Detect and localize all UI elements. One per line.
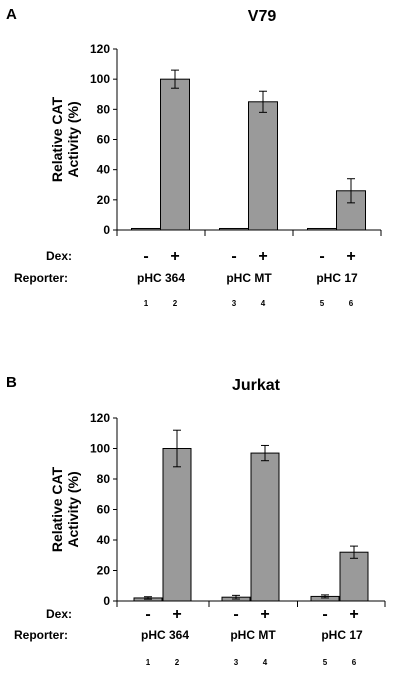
- dex-sign: +: [170, 248, 179, 265]
- bar: [160, 78, 190, 231]
- dex-sign: +: [260, 606, 269, 623]
- reporter-row-label: Reporter:: [14, 628, 68, 642]
- y-axis-label-line: Relative CAT: [49, 96, 65, 182]
- dex-sign: -: [233, 606, 238, 623]
- bar: [248, 101, 278, 231]
- y-tick-label: 20: [97, 193, 111, 207]
- dex-sign: +: [172, 606, 181, 623]
- dex-sign: -: [143, 248, 148, 265]
- y-tick-label: 0: [103, 223, 110, 237]
- lane-number: 1: [146, 658, 151, 667]
- reporter-label: pHC MT: [230, 628, 276, 642]
- reporter-label: pHC 17: [316, 271, 358, 285]
- y-tick-label: 60: [97, 503, 111, 517]
- dex-sign: -: [319, 248, 324, 265]
- lane-number: 5: [320, 299, 325, 308]
- dex-row-label: Dex:: [46, 607, 72, 621]
- y-axis-label-line: Activity (%): [65, 101, 81, 177]
- bar: [339, 551, 369, 602]
- lane-number: 1: [144, 299, 149, 308]
- reporter-label: pHC 17: [321, 628, 363, 642]
- y-tick-label: 40: [97, 163, 111, 177]
- y-tick-label: 100: [90, 442, 110, 456]
- lane-number: 3: [232, 299, 237, 308]
- lane-number: 2: [175, 658, 180, 667]
- dex-sign: +: [349, 606, 358, 623]
- y-tick-label: 120: [90, 411, 110, 425]
- y-axis-label-line: Relative CAT: [49, 466, 65, 552]
- chart-title: Jurkat: [232, 377, 281, 394]
- lane-number: 6: [349, 299, 354, 308]
- bar: [162, 448, 192, 602]
- lane-number: 2: [173, 299, 178, 308]
- dex-sign: -: [145, 606, 150, 623]
- bar: [131, 227, 161, 231]
- bar: [307, 227, 337, 231]
- y-tick-label: 80: [97, 472, 111, 486]
- reporter-row-label: Reporter:: [14, 271, 68, 285]
- y-tick-label: 120: [90, 42, 110, 56]
- dex-row-label: Dex:: [46, 249, 72, 263]
- lane-number: 4: [261, 299, 266, 308]
- y-axis-label-line: Activity (%): [65, 471, 81, 547]
- y-tick-label: 40: [97, 533, 111, 547]
- chart-title: V79: [248, 8, 277, 25]
- y-axis-label: Relative CATActivity (%): [49, 96, 81, 182]
- bar: [219, 227, 249, 231]
- lane-number: 6: [352, 658, 357, 667]
- bar: [250, 452, 280, 602]
- y-axis-label: Relative CATActivity (%): [49, 466, 81, 552]
- chart-panel-a: A V79 Relative CATActivity (%) 0 20 40 60 80 100…: [6, 6, 382, 308]
- y-tick-label: 20: [97, 564, 111, 578]
- y-tick-label: 0: [103, 594, 110, 608]
- chart-panel-b: B Jurkat Relative CATActivity (%) 0 20 40 60 80…: [6, 374, 386, 667]
- reporter-label: pHC 364: [141, 628, 189, 642]
- panel-letter: A: [6, 6, 17, 23]
- y-tick-label: 80: [97, 102, 111, 116]
- lane-number: 3: [234, 658, 239, 667]
- dex-sign: -: [322, 606, 327, 623]
- panel-letter: B: [6, 374, 17, 391]
- dex-sign: +: [258, 248, 267, 265]
- y-tick-label: 60: [97, 133, 111, 147]
- reporter-label: pHC MT: [226, 271, 272, 285]
- y-tick-label: 100: [90, 72, 110, 86]
- lane-number: 5: [323, 658, 328, 667]
- dex-sign: -: [231, 248, 236, 265]
- reporter-label: pHC 364: [137, 271, 185, 285]
- dex-sign: +: [346, 248, 355, 265]
- lane-number: 4: [263, 658, 268, 667]
